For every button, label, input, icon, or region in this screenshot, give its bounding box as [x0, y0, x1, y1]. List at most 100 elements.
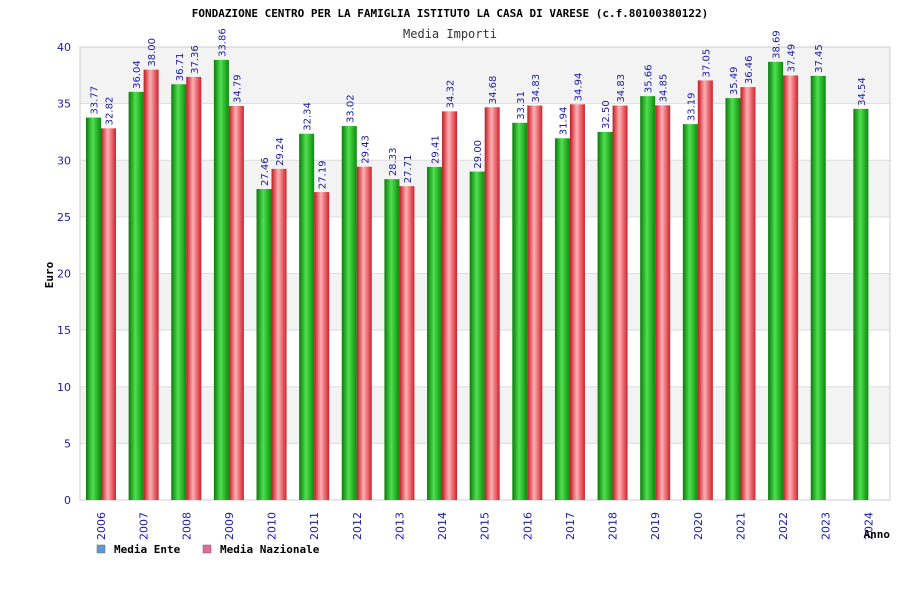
x-tick-label: 2009 — [223, 512, 236, 540]
x-tick-label: 2018 — [607, 512, 620, 540]
bar-media-nazionale — [612, 105, 628, 501]
bar-media-nazionale — [101, 128, 116, 500]
legend-label-media-nazionale: Media Nazionale — [220, 543, 320, 556]
x-axis-ticks: 2006 2007 2008 2009 2010 2011 2012 2013 2014 2015… — [95, 512, 875, 540]
bar-media-nazionale — [399, 186, 415, 500]
data-label: 29.41 — [431, 135, 442, 164]
bar-media-nazionale — [228, 106, 244, 501]
data-label: 33.86 — [217, 28, 228, 57]
data-label: 34.83 — [531, 74, 542, 103]
data-label: 33.02 — [345, 94, 356, 123]
bar-media-nazionale — [655, 105, 671, 500]
chart-subtitle: Media Importi — [403, 27, 497, 41]
x-tick-label: 2015 — [479, 512, 492, 540]
x-axis-title: Anno — [864, 528, 891, 541]
data-label: 34.94 — [573, 73, 584, 102]
bar-media-nazionale — [527, 105, 543, 501]
bar-media-nazionale — [143, 69, 159, 501]
data-label: 35.49 — [729, 66, 740, 95]
y-tick-label: 35 — [57, 98, 71, 111]
data-label: 37.05 — [701, 49, 712, 78]
value-labels: 33.77 32.82 36.04 38.00 36.71 37.36 33.86 34.79… — [90, 28, 868, 189]
bar-media-ente — [341, 126, 357, 501]
bar-media-ente — [213, 59, 229, 501]
data-label: 33.31 — [516, 91, 527, 120]
bar-media-nazionale — [740, 87, 756, 500]
x-tick-label: 2017 — [564, 512, 577, 540]
y-axis-ticks: 0 5 10 15 20 25 30 35 40 — [57, 41, 71, 507]
bar-media-ente — [554, 138, 570, 501]
y-axis-title: Euro — [43, 261, 56, 288]
data-label: 36.46 — [744, 55, 755, 84]
data-label: 27.71 — [403, 155, 414, 184]
data-label: 33.19 — [686, 92, 697, 121]
data-label: 37.45 — [814, 44, 825, 73]
x-tick-label: 2008 — [180, 512, 193, 540]
data-label: 31.94 — [558, 107, 569, 136]
data-label: 38.00 — [147, 38, 158, 67]
bar-media-ente — [682, 124, 698, 500]
y-tick-label: 25 — [57, 211, 71, 224]
bar-media-ente — [128, 91, 144, 501]
legend-swatch-media-ente — [96, 544, 106, 554]
data-label: 32.82 — [105, 97, 116, 126]
data-label: 27.46 — [260, 157, 271, 186]
x-tick-label: 2019 — [649, 512, 662, 540]
x-tick-label: 2010 — [266, 512, 279, 540]
bars — [86, 59, 869, 501]
data-label: 34.32 — [446, 80, 457, 109]
bar-media-ente — [810, 75, 826, 500]
bar-media-ente — [171, 84, 187, 500]
bar-media-nazionale — [569, 104, 585, 500]
data-label: 38.69 — [772, 30, 783, 59]
x-tick-label: 2013 — [393, 512, 406, 540]
bar-media-ente — [384, 179, 400, 500]
bar-media-ente — [640, 96, 656, 500]
bar-media-ente — [469, 171, 485, 500]
bar-media-nazionale — [314, 192, 330, 501]
x-tick-label: 2011 — [308, 512, 321, 540]
data-label: 32.34 — [303, 102, 314, 131]
y-tick-label: 10 — [57, 381, 71, 394]
x-tick-label: 2007 — [138, 512, 151, 540]
legend-label-media-ente: Media Ente — [114, 543, 181, 556]
legend: Media Ente Media Nazionale — [96, 543, 320, 556]
x-tick-label: 2022 — [777, 512, 790, 540]
data-label: 29.43 — [360, 135, 371, 164]
bar-media-ente — [427, 166, 443, 500]
bar-media-nazionale — [186, 76, 202, 500]
data-label: 35.66 — [644, 65, 655, 94]
x-tick-label: 2014 — [436, 512, 449, 540]
data-label: 33.77 — [90, 86, 101, 115]
data-label: 34.79 — [232, 74, 243, 103]
bar-media-ente — [256, 189, 272, 500]
chart-title: FONDAZIONE CENTRO PER LA FAMIGLIA ISTITU… — [192, 7, 709, 20]
x-tick-label: 2012 — [351, 512, 364, 540]
bar-media-ente — [299, 133, 315, 500]
data-label: 34.54 — [857, 77, 868, 106]
y-tick-label: 0 — [64, 494, 71, 507]
bar-media-ente — [725, 98, 741, 501]
bar-media-ente — [853, 108, 869, 500]
bar-media-nazionale — [271, 168, 287, 500]
data-label: 32.50 — [601, 100, 612, 129]
data-label: 37.36 — [190, 45, 201, 74]
bar-media-ente — [597, 131, 613, 500]
x-tick-label: 2016 — [521, 512, 534, 540]
y-tick-label: 40 — [57, 41, 71, 54]
bar-media-ente — [512, 122, 528, 500]
x-tick-label: 2023 — [820, 512, 833, 540]
bar-media-ente — [86, 117, 101, 500]
data-label: 28.33 — [388, 148, 399, 177]
data-label: 36.71 — [175, 53, 186, 82]
bar-media-nazionale — [442, 111, 458, 501]
data-label: 36.04 — [132, 60, 143, 89]
data-label: 29.24 — [275, 137, 286, 166]
data-label: 29.00 — [473, 140, 484, 169]
y-tick-label: 30 — [57, 154, 71, 167]
bar-media-ente — [768, 61, 784, 500]
bar-media-nazionale — [783, 75, 799, 500]
data-label: 34.83 — [616, 74, 627, 103]
y-tick-label: 20 — [57, 268, 71, 281]
